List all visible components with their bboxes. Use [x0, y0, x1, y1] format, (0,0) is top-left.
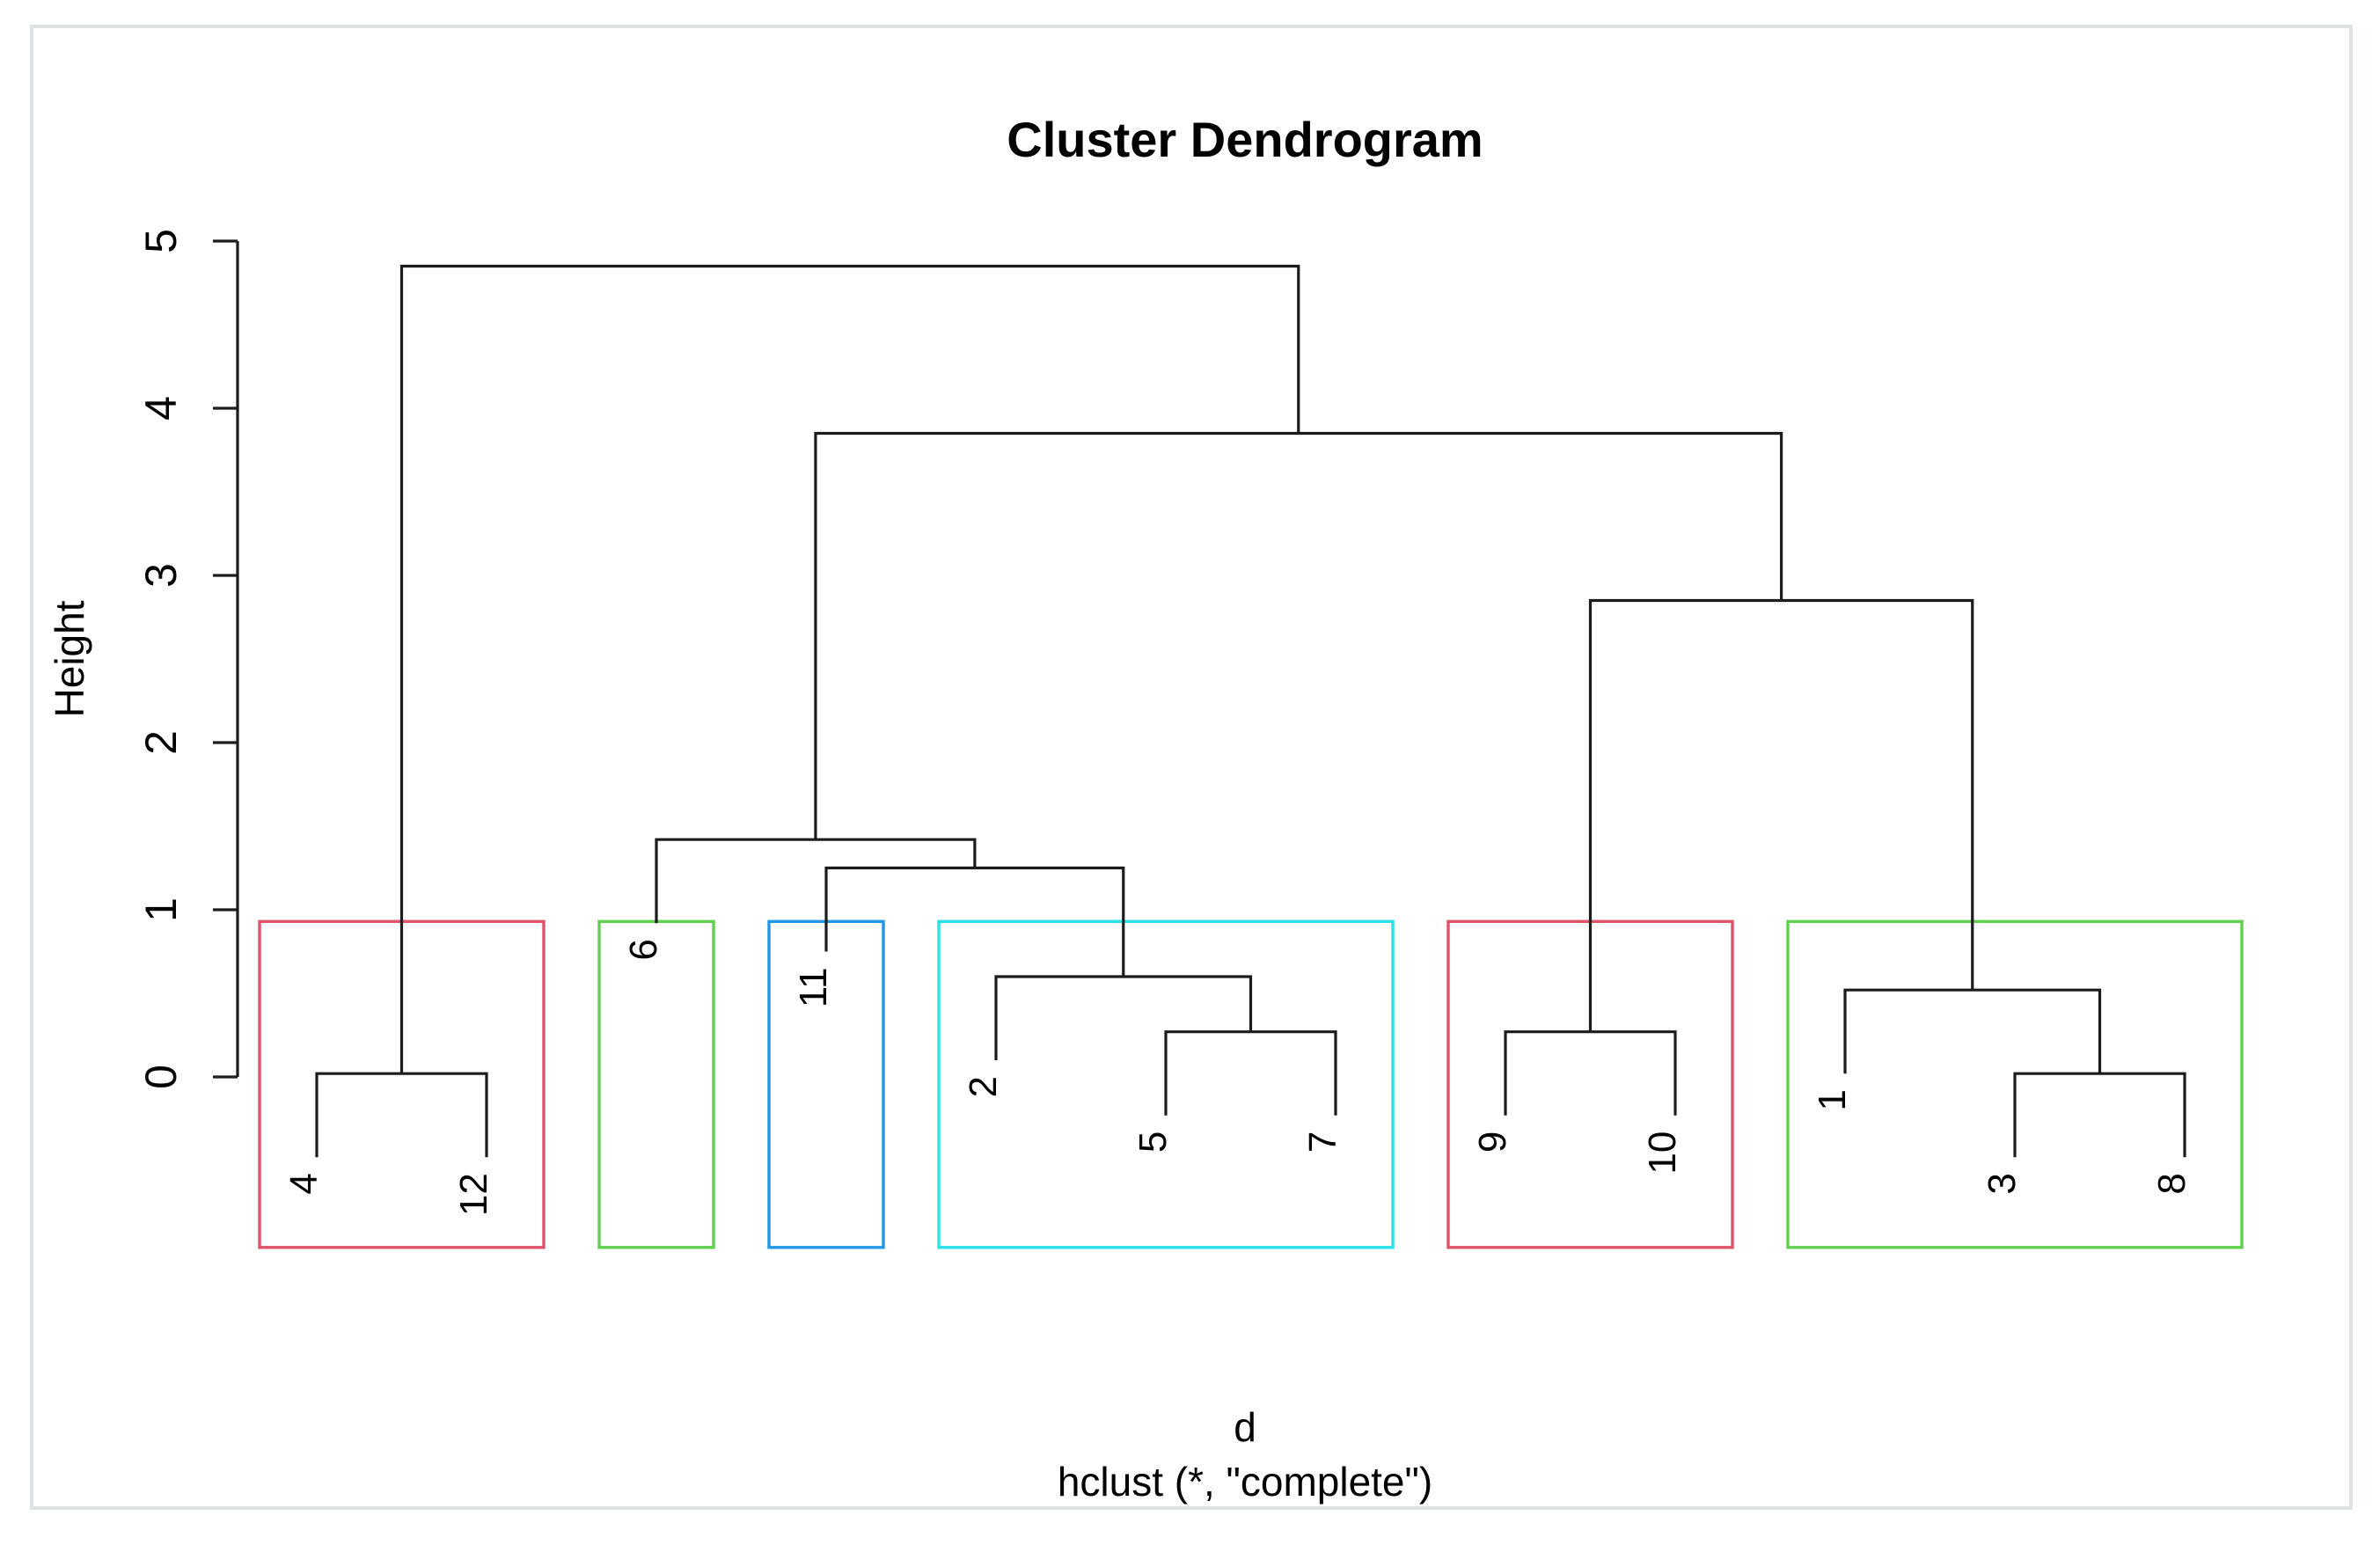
leaf-label: 11	[792, 968, 835, 1008]
dendrogram-branch	[1164, 1030, 1337, 1116]
leaf-label: 2	[962, 1076, 1005, 1097]
dendrogram-branch	[1588, 598, 1974, 1032]
dendrogram-branch	[814, 431, 1783, 840]
y-tick-label: 4	[136, 396, 186, 421]
y-tick-label: 5	[136, 229, 186, 253]
leaf-label: 4	[282, 1173, 326, 1194]
leaf-label: 5	[1131, 1131, 1175, 1153]
leaf-label: 10	[1641, 1131, 1684, 1175]
y-tick-label: 2	[136, 730, 186, 755]
cluster-box	[1786, 919, 2244, 1249]
dendrogram-branch	[994, 975, 1253, 1060]
leaf-label: 8	[2150, 1173, 2193, 1194]
y-axis-title: Height	[47, 600, 92, 717]
leaf-label: 9	[1471, 1131, 1514, 1153]
leaf-label: 1	[1811, 1089, 1854, 1110]
cluster-box	[597, 919, 715, 1249]
x-axis-label-line2: hclust (*, "complete")	[1058, 1459, 1432, 1505]
leaf-label: 7	[1301, 1131, 1344, 1153]
plot-frame	[30, 25, 2353, 1510]
x-axis-label-line1: d	[1234, 1404, 1256, 1450]
dendrogram-branch	[399, 264, 1300, 1074]
leaf-label: 12	[452, 1173, 495, 1216]
dendrogram-branch	[1504, 1030, 1677, 1116]
y-axis-layer: 0 1 2 3 4 5	[136, 229, 239, 1089]
leaf-labels-layer: 4 12 6 11 2 5 7 9 10 1 3 8	[282, 939, 2193, 1216]
y-tick-label: 0	[136, 1065, 186, 1089]
y-tick-label: 1	[136, 897, 186, 922]
dendrogram-branch	[2013, 1072, 2186, 1158]
dendrogram-branch	[1843, 988, 2102, 1074]
y-tick-label: 3	[136, 563, 186, 588]
cluster-boxes-layer	[258, 919, 2244, 1249]
leaf-label: 6	[622, 939, 665, 960]
cluster-box	[937, 919, 1395, 1249]
chart-title: Cluster Dendrogram	[1007, 112, 1483, 167]
dendrogram-branch	[655, 838, 977, 924]
leaf-label: 3	[1981, 1173, 2024, 1194]
dendrogram-branch	[315, 1072, 488, 1158]
dendrogram-tree-layer	[315, 264, 2186, 1158]
